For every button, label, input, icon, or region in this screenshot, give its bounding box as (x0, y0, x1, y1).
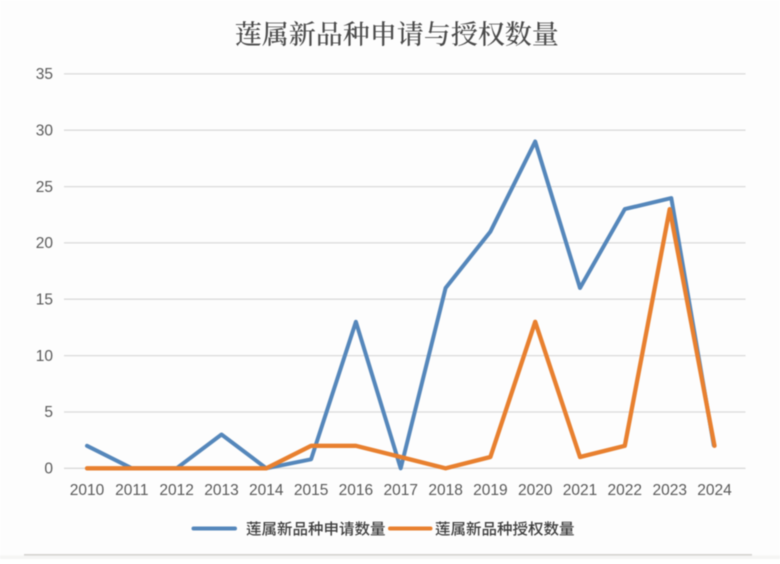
svg-text:2023: 2023 (652, 482, 686, 499)
svg-text:2019: 2019 (473, 482, 507, 499)
svg-text:0: 0 (44, 461, 53, 478)
svg-text:5: 5 (44, 404, 53, 421)
svg-text:30: 30 (36, 122, 54, 139)
svg-text:10: 10 (36, 348, 54, 365)
svg-text:2018: 2018 (428, 482, 462, 499)
svg-text:2021: 2021 (563, 482, 597, 499)
svg-text:2022: 2022 (608, 482, 642, 499)
svg-text:2011: 2011 (115, 482, 148, 499)
svg-text:2016: 2016 (339, 482, 373, 499)
svg-text:25: 25 (36, 179, 53, 196)
svg-text:15: 15 (36, 291, 53, 308)
svg-text:2015: 2015 (294, 482, 328, 499)
svg-text:2014: 2014 (249, 482, 284, 499)
svg-text:2020: 2020 (518, 482, 553, 499)
svg-text:2024: 2024 (697, 482, 732, 499)
svg-text:35: 35 (36, 66, 53, 83)
svg-text:20: 20 (36, 235, 54, 252)
svg-text:2010: 2010 (70, 482, 105, 499)
svg-text:2013: 2013 (204, 482, 238, 499)
svg-text:2017: 2017 (383, 482, 417, 499)
svg-text:2012: 2012 (159, 482, 193, 499)
